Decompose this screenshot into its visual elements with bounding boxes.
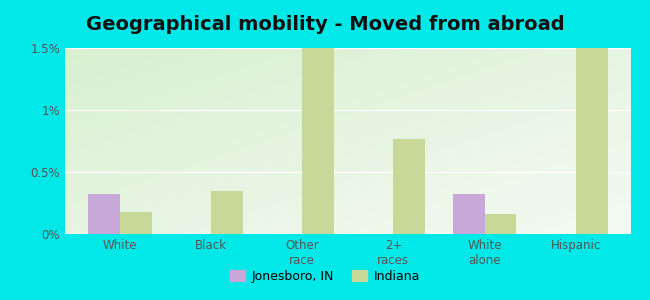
Bar — [484, 214, 517, 234]
Bar — [393, 139, 425, 234]
Bar — [120, 212, 151, 234]
Bar — [576, 48, 608, 234]
Bar — [452, 194, 484, 234]
Bar — [211, 190, 243, 234]
Bar — [88, 194, 120, 234]
Bar — [302, 48, 334, 234]
Legend: Jonesboro, IN, Indiana: Jonesboro, IN, Indiana — [225, 265, 425, 288]
Text: Geographical mobility - Moved from abroad: Geographical mobility - Moved from abroa… — [86, 15, 564, 34]
